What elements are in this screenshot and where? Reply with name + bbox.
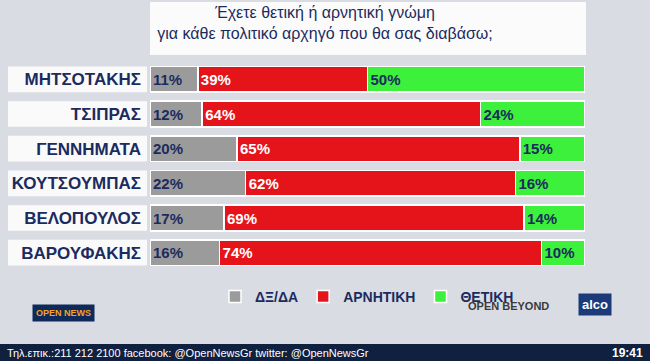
svg-text:17%: 17% [153, 210, 183, 227]
svg-text:ΜΗΤΣΟΤΑΚΗΣ: ΜΗΤΣΟΤΑΚΗΣ [25, 70, 141, 89]
svg-text:62%: 62% [249, 175, 279, 192]
svg-text:19:41: 19:41 [612, 346, 643, 360]
svg-text:OPEN NEWS: OPEN NEWS [36, 308, 91, 318]
svg-text:11%: 11% [153, 71, 182, 88]
svg-text:12%: 12% [153, 106, 183, 123]
svg-text:ΓΕΝΝΗΜΑΤΑ: ΓΕΝΝΗΜΑΤΑ [36, 140, 141, 159]
svg-text:ΤΣΙΠΡΑΣ: ΤΣΙΠΡΑΣ [71, 105, 141, 124]
svg-text:Έχετε θετική ή αρνητική γνώμηγ: Έχετε θετική ή αρνητική γνώμηγια κάθε πο… [157, 4, 493, 42]
svg-text:ΔΞ/ΔΑ: ΔΞ/ΔΑ [255, 289, 298, 305]
svg-text:ΒΑΡΟΥΦΑΚΗΣ: ΒΑΡΟΥΦΑΚΗΣ [21, 244, 141, 263]
svg-text:ΚΟΥΤΣΟΥΜΠΑΣ: ΚΟΥΤΣΟΥΜΠΑΣ [12, 174, 141, 193]
svg-text:39%: 39% [201, 71, 231, 88]
svg-text:74%: 74% [223, 244, 253, 261]
svg-text:ΑΡΝΗΤΙΚΗ: ΑΡΝΗΤΙΚΗ [343, 289, 415, 305]
svg-text:Τηλ.επικ.:211 212 2100 faceboo: Τηλ.επικ.:211 212 2100 facebook: @OpenNe… [7, 347, 369, 359]
svg-text:ΘΕΤΙΚΗ: ΘΕΤΙΚΗ [460, 289, 513, 305]
svg-text:50%: 50% [371, 71, 401, 88]
svg-text:alco: alco [582, 297, 608, 312]
svg-text:15%: 15% [523, 140, 553, 157]
svg-text:24%: 24% [484, 106, 514, 123]
svg-text:16%: 16% [518, 175, 548, 192]
svg-text:64%: 64% [205, 106, 235, 123]
svg-text:14%: 14% [527, 210, 557, 227]
svg-text:65%: 65% [240, 140, 270, 157]
svg-text:22%: 22% [153, 175, 183, 192]
svg-text:20%: 20% [153, 140, 183, 157]
svg-text:ΒΕΛΟΠΟΥΛΟΣ: ΒΕΛΟΠΟΥΛΟΣ [24, 209, 141, 228]
svg-text:10%: 10% [545, 244, 575, 261]
svg-text:69%: 69% [227, 210, 257, 227]
svg-text:OPEN BEYOND: OPEN BEYOND [468, 300, 549, 312]
svg-text:16%: 16% [153, 244, 183, 261]
